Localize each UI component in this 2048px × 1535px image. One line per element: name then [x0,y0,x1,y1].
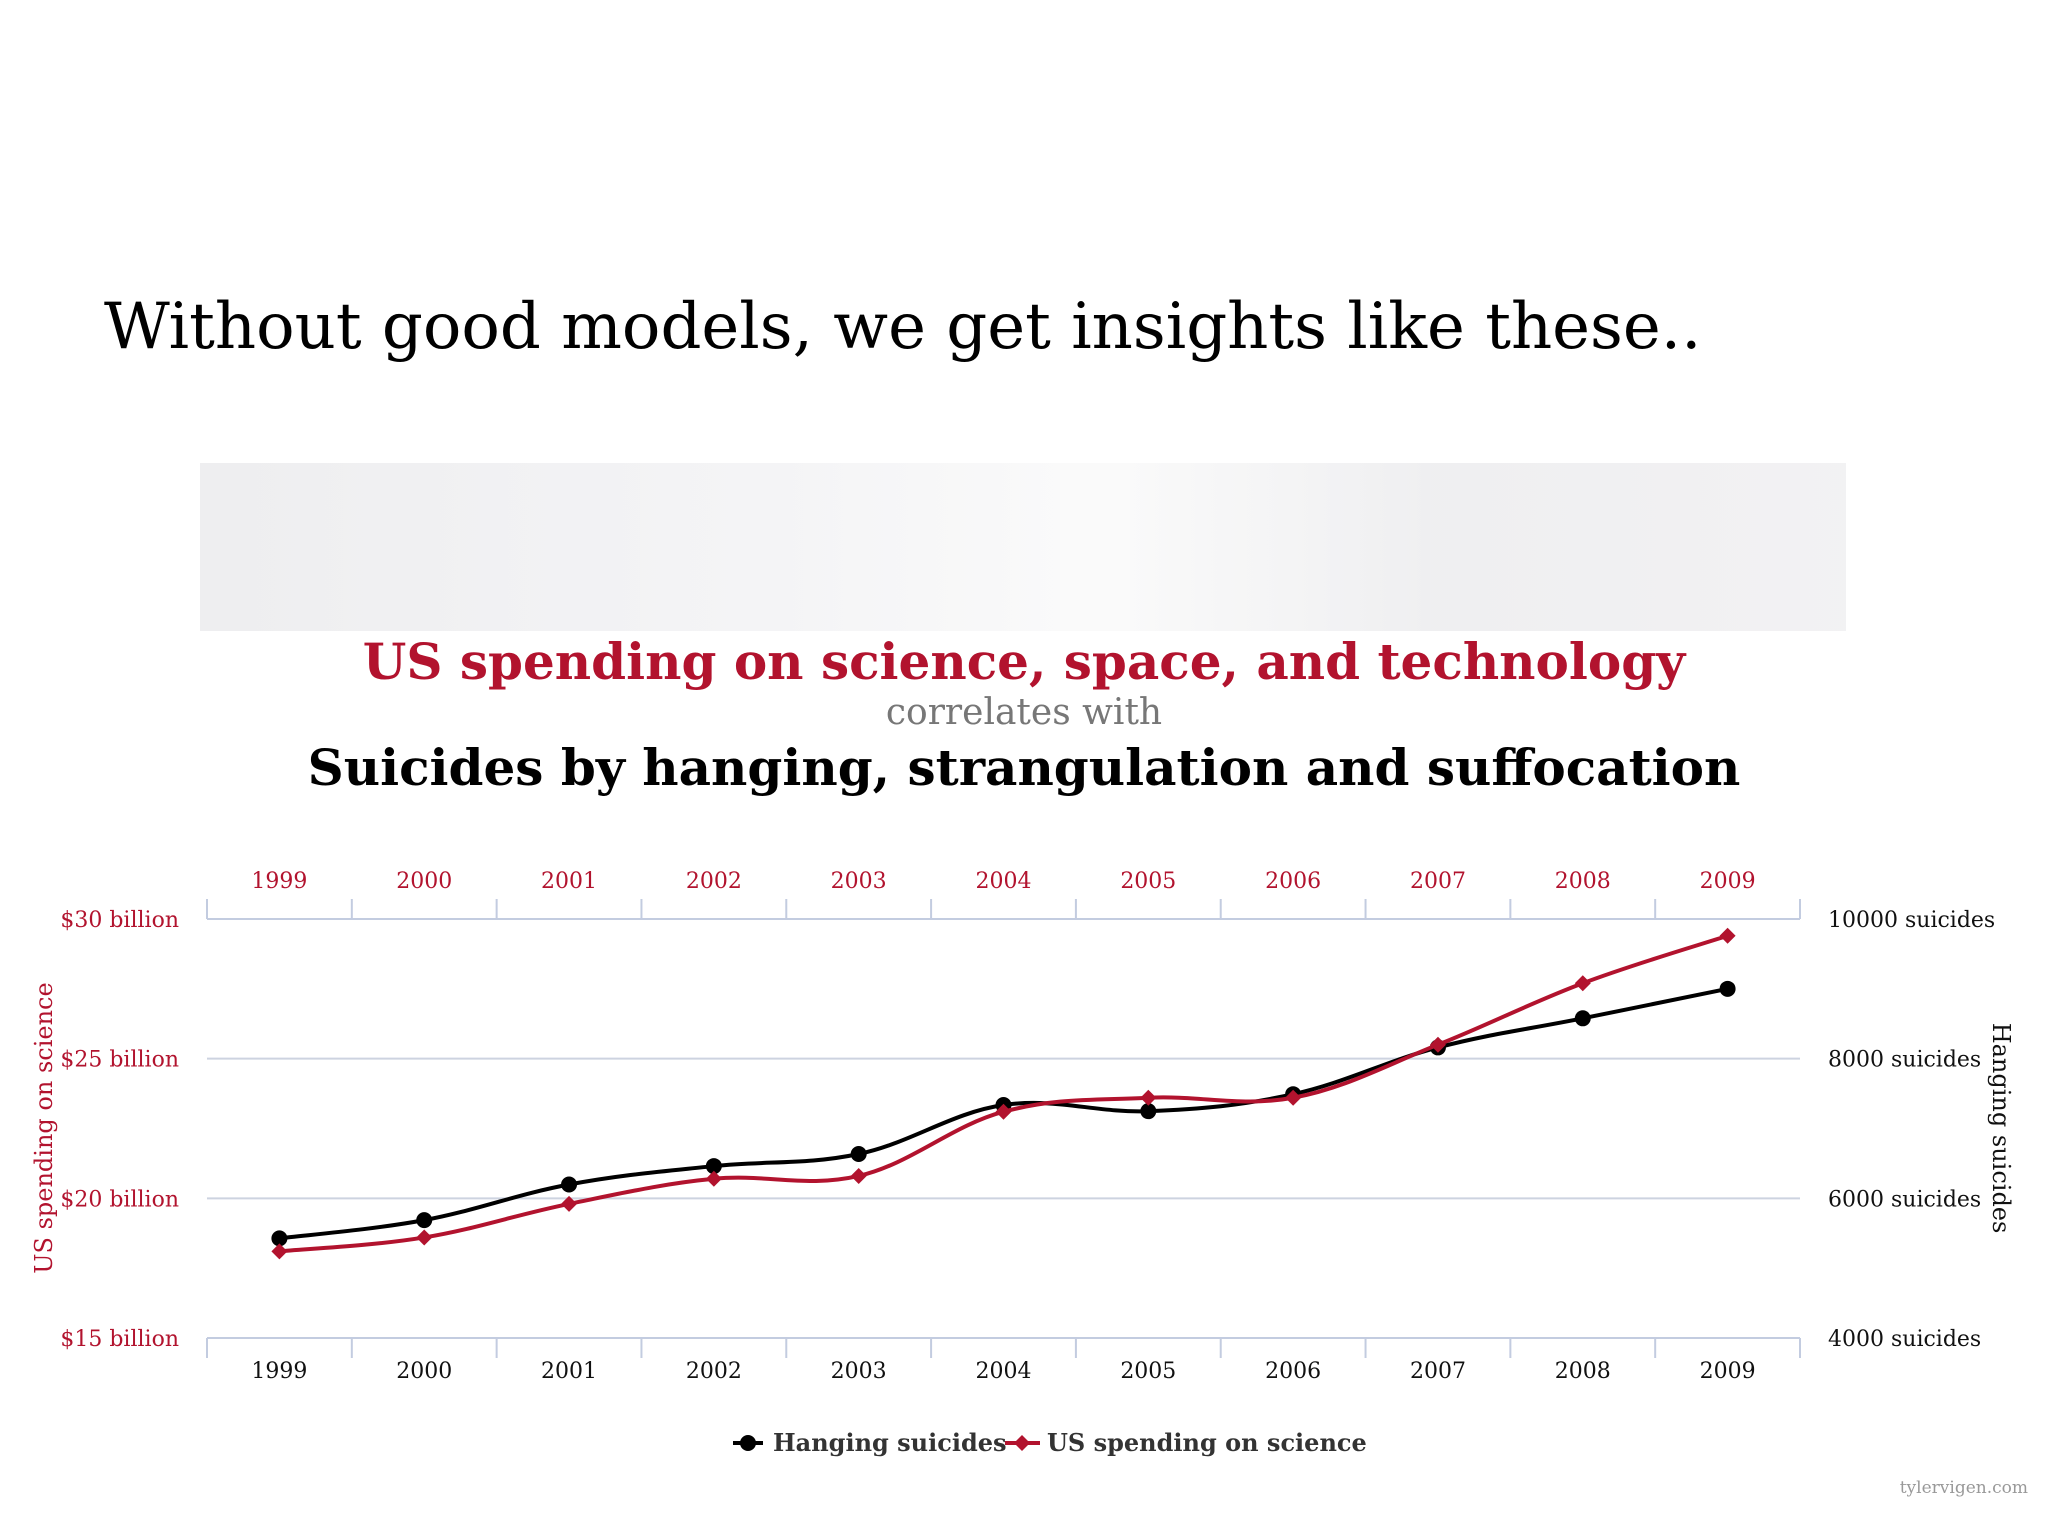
left-axis-title: US spending on science [30,982,58,1273]
left-axis-tick-label: $25 billion [60,1048,179,1073]
data-point-hanging-suicides [271,1230,288,1247]
left-axis-tick-label: $30 billion [60,908,179,933]
x-tick-label-top: 2002 [686,869,742,894]
data-point-us-spending-on-science [1140,1089,1157,1106]
data-point-hanging-suicides [1574,1010,1591,1027]
data-point-us-spending-on-science [561,1195,578,1212]
right-axis-tick-label: 4000 suicides [1828,1327,1981,1352]
x-tick-label-top: 2003 [831,869,887,894]
data-point-us-spending-on-science [271,1243,288,1260]
x-tick-label-bottom: 2008 [1555,1359,1611,1384]
data-point-us-spending-on-science [1574,975,1591,992]
data-point-hanging-suicides [1140,1103,1157,1120]
data-point-us-spending-on-science [705,1170,722,1187]
x-tick-label-top: 2004 [976,869,1032,894]
x-tick-label-bottom: 2003 [831,1359,887,1384]
x-tick-label-bottom: 2005 [1120,1359,1176,1384]
right-axis-title: Hanging suicides [1987,1023,2015,1234]
x-tick-label-bottom: 2002 [686,1359,742,1384]
chart-title-secondary: Suicides by hanging, strangulation and s… [307,738,1741,797]
left-axis-tick-label: $20 billion [60,1187,179,1212]
data-point-us-spending-on-science [1719,927,1736,944]
x-tick-label-bottom: 2001 [541,1359,597,1384]
data-point-hanging-suicides [1719,980,1736,997]
right-axis-tick-label: 6000 suicides [1828,1187,1981,1212]
data-point-us-spending-on-science [995,1103,1012,1120]
x-tick-label-top: 2005 [1120,869,1176,894]
legend-marker-spending [1014,1435,1030,1451]
x-tick-label-top: 2009 [1700,869,1756,894]
x-tick-label-bottom: 2000 [396,1359,452,1384]
legend-marker-hanging [740,1435,756,1451]
x-tick-label-top: 2006 [1265,869,1321,894]
watermark: tylervigen.com [1899,1478,2028,1498]
data-point-us-spending-on-science [1285,1089,1302,1106]
slide-title: Without good models, we get insights lik… [104,290,1702,364]
data-point-hanging-suicides [705,1158,722,1175]
x-tick-label-top: 2001 [541,869,597,894]
right-axis-tick-label: 10000 suicides [1828,908,1995,933]
data-point-us-spending-on-science [850,1167,867,1184]
data-point-hanging-suicides [561,1176,578,1193]
x-tick-label-top: 2008 [1555,869,1611,894]
legend-label-spending: US spending on science [1047,1428,1367,1457]
x-tick-label-top: 2007 [1410,869,1466,894]
data-point-hanging-suicides [850,1145,867,1162]
chart-title-connector: correlates with [885,692,1163,733]
x-tick-label-bottom: 2006 [1265,1359,1321,1384]
data-point-hanging-suicides [416,1212,433,1229]
x-tick-label-bottom: 2004 [976,1359,1032,1384]
left-axis-tick-label: $15 billion [60,1327,179,1352]
x-tick-label-top: 1999 [251,869,307,894]
x-tick-label-top: 2000 [396,869,452,894]
x-tick-label-bottom: 1999 [251,1359,307,1384]
right-axis-tick-label: 8000 suicides [1828,1048,1981,1073]
x-tick-label-bottom: 2007 [1410,1359,1466,1384]
legend-label-hanging: Hanging suicides [773,1428,1007,1457]
banner-image [200,463,1846,631]
chart-title-primary: US spending on science, space, and techn… [362,632,1686,691]
data-point-us-spending-on-science [416,1229,433,1246]
x-tick-label-bottom: 2009 [1700,1359,1756,1384]
data-point-us-spending-on-science [1429,1036,1446,1053]
